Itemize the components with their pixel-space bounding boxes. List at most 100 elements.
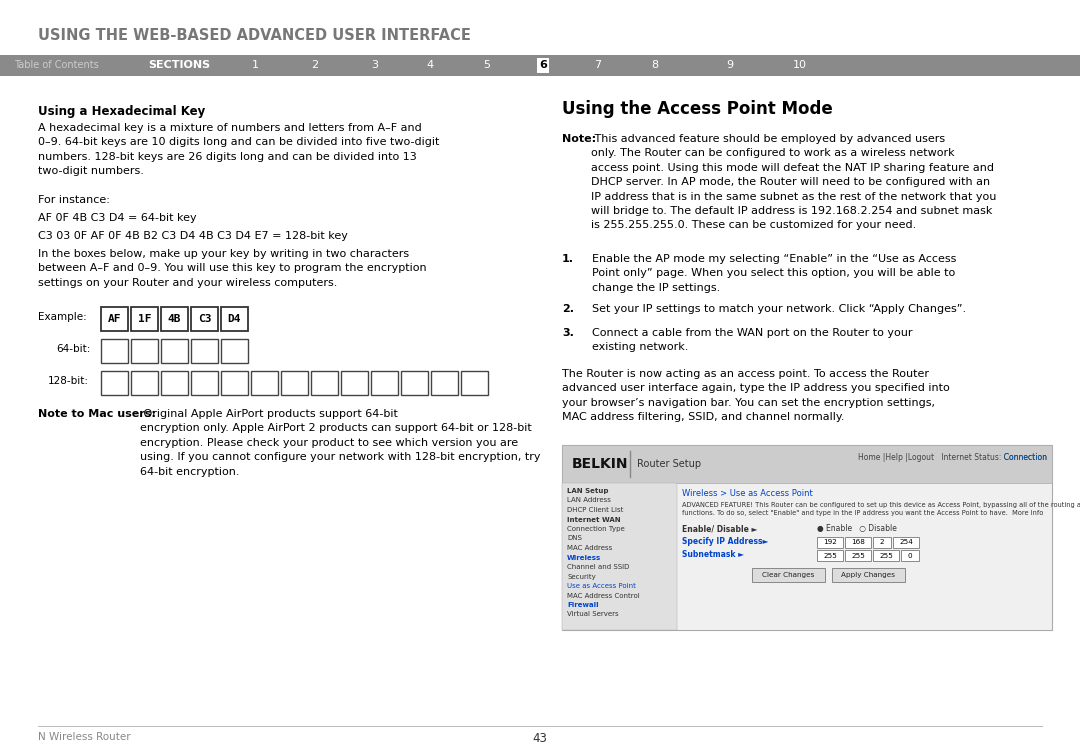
- Bar: [161, 371, 188, 395]
- Text: LAN Setup: LAN Setup: [567, 488, 608, 494]
- Bar: [161, 339, 188, 363]
- Text: 254: 254: [899, 540, 913, 546]
- Text: Using a Hexadecimal Key: Using a Hexadecimal Key: [38, 105, 205, 118]
- Bar: [131, 339, 158, 363]
- Text: D4: D4: [228, 314, 241, 324]
- Bar: [401, 371, 428, 395]
- Text: MAC Address Control: MAC Address Control: [567, 593, 639, 599]
- Text: Wireless: Wireless: [567, 554, 602, 560]
- Text: USING THE WEB-BASED ADVANCED USER INTERFACE: USING THE WEB-BASED ADVANCED USER INTERF…: [38, 28, 471, 43]
- Bar: [372, 371, 399, 395]
- Text: Note to Mac users:: Note to Mac users:: [38, 409, 156, 419]
- Text: 9: 9: [727, 60, 733, 70]
- Text: N Wireless Router: N Wireless Router: [38, 732, 131, 742]
- Text: BELKIN: BELKIN: [572, 457, 629, 471]
- Text: AF: AF: [108, 314, 121, 324]
- Bar: [221, 339, 248, 363]
- Text: Enable the AP mode my selecting “Enable” in the “Use as Access
Point only” page.: Enable the AP mode my selecting “Enable”…: [592, 254, 957, 293]
- Text: Set your IP settings to match your network. Click “Apply Changes”.: Set your IP settings to match your netwo…: [592, 305, 967, 314]
- Text: 2.: 2.: [562, 305, 573, 314]
- Bar: [131, 307, 158, 331]
- Text: Router Setup: Router Setup: [637, 459, 701, 469]
- Text: Virtual Servers: Virtual Servers: [567, 612, 619, 618]
- Text: 1F: 1F: [138, 314, 151, 324]
- Bar: [0, 55, 1080, 76]
- Text: 4B: 4B: [167, 314, 181, 324]
- Text: Connection: Connection: [885, 453, 1047, 462]
- Bar: [562, 445, 1052, 483]
- Bar: [191, 371, 218, 395]
- Bar: [221, 307, 248, 331]
- Bar: [191, 339, 218, 363]
- Bar: [161, 307, 188, 331]
- Text: Note:: Note:: [562, 134, 596, 144]
- Text: 6: 6: [539, 60, 546, 70]
- Text: 7: 7: [594, 60, 602, 70]
- Bar: [832, 568, 905, 582]
- Text: Firewall: Firewall: [567, 602, 598, 608]
- Text: 10: 10: [793, 60, 807, 70]
- Text: Example:: Example:: [38, 312, 86, 322]
- Text: For instance:: For instance:: [38, 195, 110, 205]
- Text: 128-bit:: 128-bit:: [48, 376, 89, 386]
- Bar: [873, 550, 899, 561]
- Bar: [131, 371, 158, 395]
- Text: ADVANCED FEATURE! This Router can be configured to set up this device as Access : ADVANCED FEATURE! This Router can be con…: [681, 502, 1080, 516]
- Text: 255: 255: [823, 553, 837, 559]
- Text: Home |Help |Logout   Internet Status: Connection: Home |Help |Logout Internet Status: Conn…: [858, 453, 1047, 462]
- Text: Subnetmask ►: Subnetmask ►: [681, 550, 744, 559]
- Text: Internet WAN: Internet WAN: [567, 516, 621, 522]
- Text: SECTIONS: SECTIONS: [148, 60, 211, 70]
- Text: 192: 192: [823, 540, 837, 546]
- Bar: [816, 550, 843, 561]
- Text: AF 0F 4B C3 D4 = 64-bit key: AF 0F 4B C3 D4 = 64-bit key: [38, 213, 197, 223]
- Bar: [102, 339, 129, 363]
- Bar: [562, 483, 677, 630]
- Bar: [431, 371, 458, 395]
- Text: Connect a cable from the WAN port on the Router to your
existing network.: Connect a cable from the WAN port on the…: [592, 328, 913, 352]
- Text: 255: 255: [879, 553, 893, 559]
- Bar: [845, 550, 870, 561]
- Text: C3 03 0F AF 0F 4B B2 C3 D4 4B C3 D4 E7 = 128-bit key: C3 03 0F AF 0F 4B B2 C3 D4 4B C3 D4 E7 =…: [38, 231, 348, 241]
- Text: ● Enable   ○ Disable: ● Enable ○ Disable: [816, 524, 896, 533]
- Text: Specify IP Address►: Specify IP Address►: [681, 537, 768, 546]
- Text: LAN Address: LAN Address: [567, 497, 611, 503]
- Bar: [562, 445, 1052, 630]
- Bar: [816, 537, 843, 548]
- Text: Using the Access Point Mode: Using the Access Point Mode: [562, 100, 833, 118]
- Text: Enable/ Disable ►: Enable/ Disable ►: [681, 524, 757, 533]
- Text: DNS: DNS: [567, 535, 582, 541]
- Bar: [901, 550, 919, 561]
- Text: 2: 2: [311, 60, 319, 70]
- Text: 43: 43: [532, 732, 548, 745]
- Text: 4: 4: [427, 60, 433, 70]
- Text: 0: 0: [907, 553, 913, 559]
- Text: Clear Changes: Clear Changes: [761, 572, 814, 578]
- Text: 255: 255: [851, 553, 865, 559]
- Text: 8: 8: [651, 60, 659, 70]
- Text: 64-bit:: 64-bit:: [56, 344, 91, 354]
- Text: 168: 168: [851, 540, 865, 546]
- Bar: [341, 371, 368, 395]
- Text: C3: C3: [198, 314, 212, 324]
- Bar: [191, 307, 218, 331]
- Bar: [102, 307, 129, 331]
- Text: 1.: 1.: [562, 254, 573, 264]
- Text: In the boxes below, make up your key by writing in two characters
between A–F an: In the boxes below, make up your key by …: [38, 249, 427, 288]
- Text: A hexadecimal key is a mixture of numbers and letters from A–F and
0–9. 64-bit k: A hexadecimal key is a mixture of number…: [38, 123, 440, 176]
- Text: 3: 3: [372, 60, 378, 70]
- Bar: [221, 371, 248, 395]
- Text: Table of Contents: Table of Contents: [14, 60, 98, 70]
- Text: MAC Address: MAC Address: [567, 545, 612, 551]
- Bar: [893, 537, 919, 548]
- Bar: [873, 537, 891, 548]
- Text: Channel and SSID: Channel and SSID: [567, 564, 630, 570]
- Text: 5: 5: [484, 60, 490, 70]
- Bar: [752, 568, 825, 582]
- Bar: [251, 371, 278, 395]
- Text: The Router is now acting as an access point. To access the Router
advanced user : The Router is now acting as an access po…: [562, 369, 949, 422]
- Text: Connection Type: Connection Type: [567, 526, 624, 532]
- Text: 1: 1: [252, 60, 258, 70]
- Text: Security: Security: [567, 574, 596, 580]
- Text: This advanced feature should be employed by advanced users
only. The Router can : This advanced feature should be employed…: [591, 134, 997, 231]
